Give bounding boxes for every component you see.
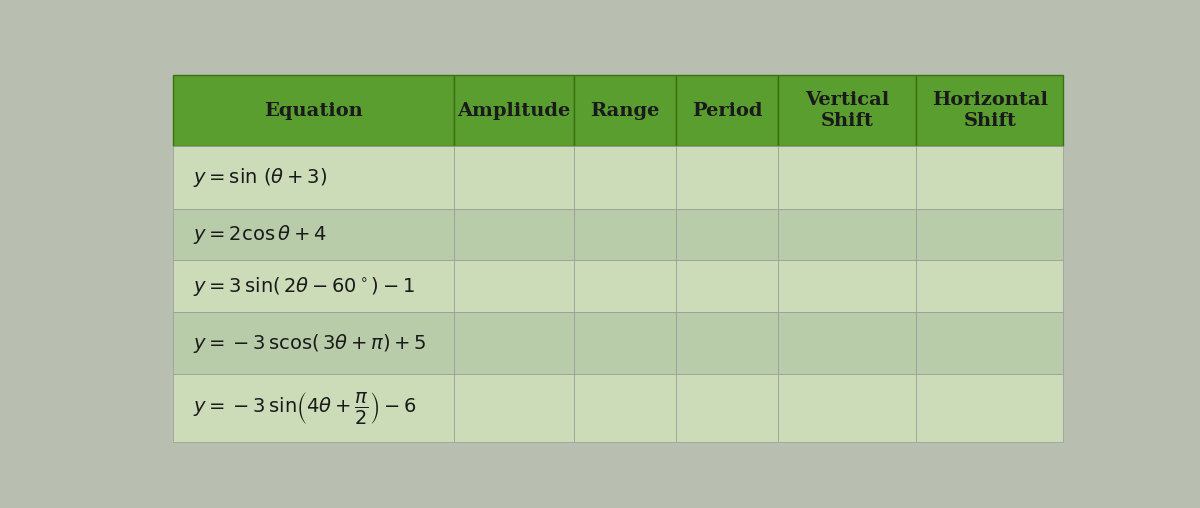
- Bar: [779, 374, 917, 442]
- Bar: [676, 312, 779, 374]
- Bar: [779, 260, 917, 312]
- Bar: [779, 208, 917, 260]
- Bar: [574, 260, 676, 312]
- Bar: [917, 75, 1063, 146]
- Bar: [779, 146, 917, 208]
- Bar: [454, 75, 574, 146]
- Text: $y = 3\,\mathrm{sin}(\,2\theta - 60^\circ) - 1$: $y = 3\,\mathrm{sin}(\,2\theta - 60^\cir…: [193, 275, 415, 298]
- Bar: [917, 208, 1063, 260]
- Text: $y = -3\,\sin\!\left(4\theta + \dfrac{\pi}{2}\right) - 6$: $y = -3\,\sin\!\left(4\theta + \dfrac{\p…: [193, 390, 416, 426]
- Bar: [676, 75, 779, 146]
- Bar: [676, 208, 779, 260]
- Bar: [676, 374, 779, 442]
- Bar: [917, 260, 1063, 312]
- Bar: [173, 75, 454, 146]
- Bar: [574, 312, 676, 374]
- Text: Period: Period: [692, 102, 762, 119]
- Text: $y = -3\,\mathrm{scos}(\,3\theta + \pi) + 5$: $y = -3\,\mathrm{scos}(\,3\theta + \pi) …: [193, 332, 426, 355]
- Bar: [779, 75, 917, 146]
- Text: Horizontal
Shift: Horizontal Shift: [932, 91, 1048, 130]
- Bar: [574, 208, 676, 260]
- Bar: [779, 312, 917, 374]
- Bar: [173, 260, 454, 312]
- Bar: [173, 146, 454, 208]
- Text: $y = \sin\,(\theta + 3)$: $y = \sin\,(\theta + 3)$: [193, 166, 326, 189]
- Bar: [574, 374, 676, 442]
- Text: Vertical
Shift: Vertical Shift: [805, 91, 889, 130]
- Bar: [173, 208, 454, 260]
- Text: $y = 2\cos\theta + 4$: $y = 2\cos\theta + 4$: [193, 223, 326, 246]
- Bar: [574, 146, 676, 208]
- Bar: [574, 75, 676, 146]
- Text: Equation: Equation: [264, 102, 362, 119]
- Bar: [454, 260, 574, 312]
- Bar: [917, 146, 1063, 208]
- Bar: [917, 374, 1063, 442]
- Bar: [917, 312, 1063, 374]
- Bar: [454, 312, 574, 374]
- Bar: [173, 312, 454, 374]
- Text: Range: Range: [590, 102, 660, 119]
- Bar: [454, 374, 574, 442]
- Bar: [676, 146, 779, 208]
- Bar: [454, 208, 574, 260]
- Bar: [454, 146, 574, 208]
- Bar: [676, 260, 779, 312]
- Bar: [173, 374, 454, 442]
- Text: Amplitude: Amplitude: [457, 102, 570, 119]
